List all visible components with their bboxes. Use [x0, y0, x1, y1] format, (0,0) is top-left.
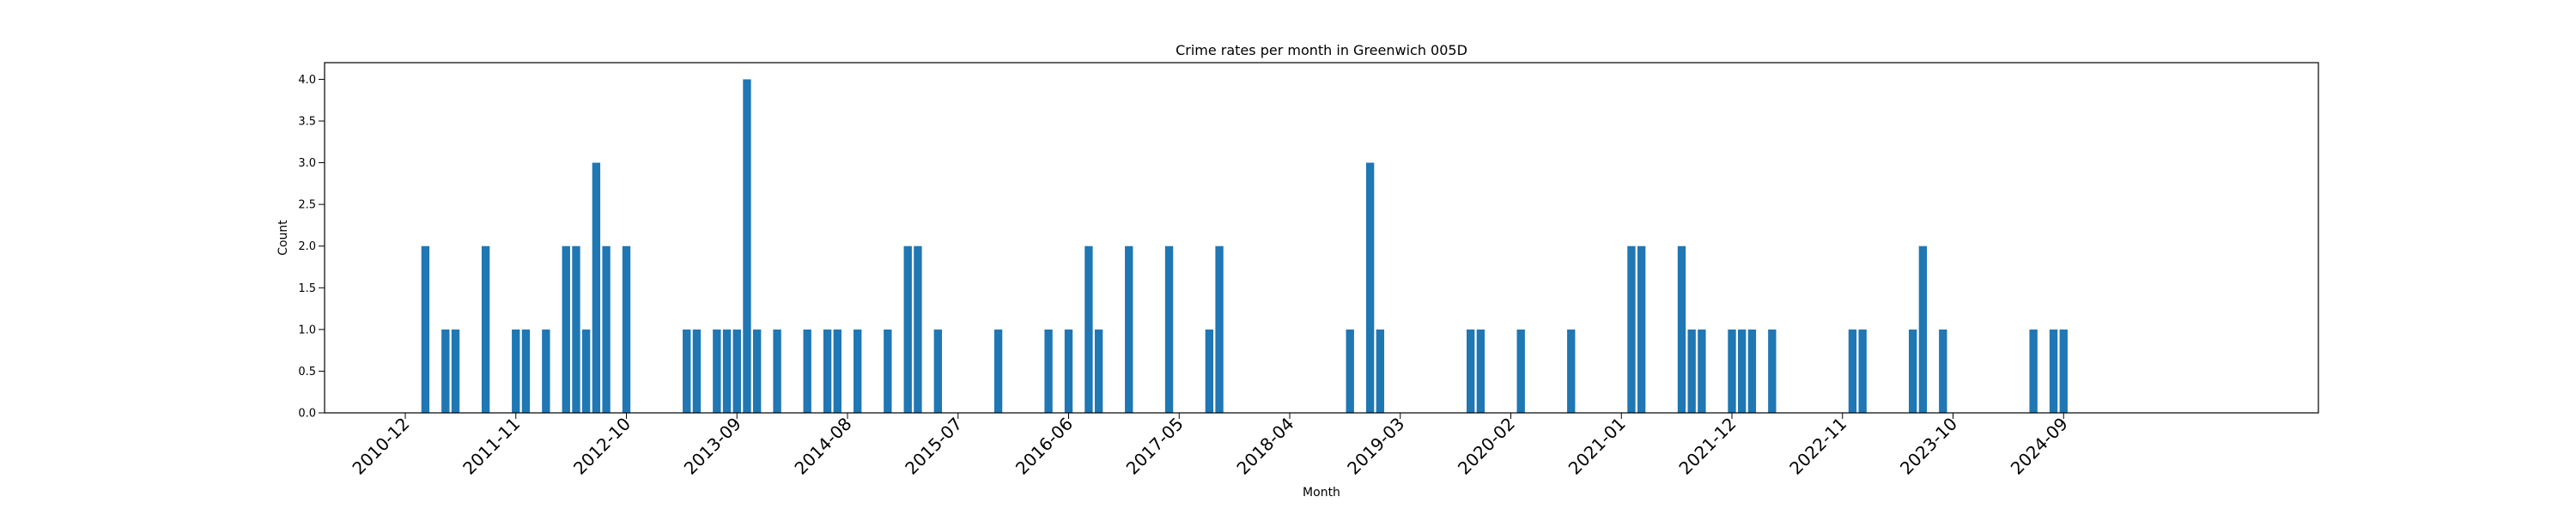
x-tick-label: 2024-09	[2007, 414, 2072, 479]
y-tick-label: 3.5	[298, 116, 316, 129]
y-tick-label: 2.0	[298, 240, 316, 253]
bar-2023-07	[1918, 245, 1928, 413]
bar-2020-08	[1567, 329, 1576, 413]
bar-2015-02	[903, 245, 912, 413]
x-tick-label: 2017-05	[1122, 414, 1188, 479]
x-tick-label: 2018-04	[1232, 414, 1297, 479]
bar-2011-02	[421, 245, 430, 413]
y-tick-label: 0.5	[298, 366, 316, 379]
bars-group	[421, 79, 2068, 414]
bar-2016-12	[1125, 245, 1133, 413]
bar-2016-04	[1044, 329, 1053, 413]
bar-2011-04	[441, 329, 450, 413]
bar-2011-11	[512, 329, 520, 413]
bar-2021-08	[1687, 329, 1696, 413]
bar-2021-03	[1637, 245, 1646, 413]
bar-2012-10	[622, 245, 631, 413]
bar-2016-06	[1064, 329, 1073, 413]
bar-2022-02	[1747, 329, 1757, 413]
x-tick-label: 2022-11	[1785, 414, 1850, 479]
bar-2019-11	[1476, 329, 1485, 413]
bar-2017-04	[1164, 245, 1174, 413]
plot-frame	[324, 62, 2319, 414]
y-axis: 0.0 0.5 1.0 1.5 2.0 2.5 3.0 3.5 4.0	[298, 74, 325, 421]
x-tick-label: 2016-06	[1012, 414, 1077, 479]
bar-2014-07	[833, 329, 841, 413]
bar-2015-11	[993, 329, 1003, 413]
x-tick-label: 2019-03	[1343, 414, 1408, 479]
x-tick-label: 2013-09	[680, 414, 745, 479]
y-tick-label: 4.0	[298, 74, 316, 87]
bar-2021-09	[1698, 329, 1706, 413]
x-tick-label: 2020-02	[1454, 414, 1519, 479]
bar-2012-02	[542, 329, 550, 413]
bar-2012-05	[572, 245, 580, 413]
bar-2014-01	[773, 329, 781, 413]
bar-2021-12	[1728, 329, 1736, 413]
bar-2014-12	[884, 329, 892, 413]
bar-2024-09	[2059, 329, 2068, 413]
bar-2016-08	[1084, 245, 1093, 413]
bar-2024-08	[2049, 329, 2058, 413]
bar-2012-06	[582, 329, 591, 413]
x-axis-label: Month	[1303, 486, 1340, 500]
bar-2023-06	[1909, 329, 1917, 413]
y-tick-label: 1.5	[298, 282, 316, 295]
y-axis-label: Count	[276, 220, 290, 256]
bar-2012-08	[602, 245, 611, 413]
x-tick-label: 2011-11	[459, 414, 524, 479]
y-tick-label: 0.0	[298, 408, 316, 421]
bar-2016-09	[1094, 329, 1103, 413]
bar-2022-04	[1768, 329, 1777, 413]
bar-2012-04	[562, 245, 570, 413]
bar-2023-09	[1939, 329, 1947, 413]
bar-2014-06	[823, 329, 832, 413]
x-tick-label: 2010-12	[348, 414, 413, 479]
x-tick-label: 2021-12	[1674, 414, 1740, 479]
bar-2011-05	[451, 329, 460, 413]
y-tick-label: 2.5	[298, 199, 316, 212]
bar-2013-07	[713, 329, 721, 413]
bar-2022-01	[1738, 329, 1747, 413]
bar-2015-05	[933, 329, 943, 413]
bar-2024-06	[2029, 329, 2038, 413]
bar-2021-07	[1677, 245, 1686, 413]
bar-2014-09	[854, 329, 862, 413]
bar-2011-12	[521, 329, 531, 413]
y-tick-label: 1.0	[298, 324, 316, 336]
bar-2013-08	[722, 329, 732, 413]
bar-2023-01	[1858, 329, 1867, 413]
bar-2012-07	[592, 162, 601, 413]
bar-2013-05	[692, 329, 702, 413]
bar-2019-01	[1376, 329, 1385, 413]
bar-2019-10	[1467, 329, 1475, 413]
x-tick-label: 2021-01	[1564, 414, 1630, 479]
bar-2018-10	[1346, 329, 1354, 413]
bar-2014-04	[803, 329, 811, 413]
bar-2011-08	[481, 245, 490, 413]
bar-2015-03	[914, 245, 922, 413]
x-tick-label: 2012-10	[569, 414, 635, 479]
x-tick-label: 2023-10	[1896, 414, 1961, 479]
bar-2017-09	[1215, 245, 1224, 413]
bar-2017-08	[1205, 329, 1214, 413]
bar-2022-12	[1848, 329, 1857, 413]
x-axis: 2010-12 2011-11 2012-10 2013-09 2014-08 2015-…	[348, 413, 2072, 479]
chart-title: Crime rates per month in Greenwich 005D	[1176, 42, 1467, 58]
y-tick-label: 3.0	[298, 157, 316, 170]
x-tick-label: 2015-07	[901, 414, 966, 479]
bar-2013-11	[752, 329, 762, 413]
bar-2013-04	[683, 329, 691, 413]
bar-2020-03	[1516, 329, 1525, 413]
bar-2013-09	[732, 329, 741, 413]
bar-2021-02	[1627, 245, 1636, 413]
x-tick-label: 2014-08	[790, 414, 855, 479]
bar-2018-12	[1365, 162, 1375, 413]
bar-2013-10	[743, 79, 751, 414]
